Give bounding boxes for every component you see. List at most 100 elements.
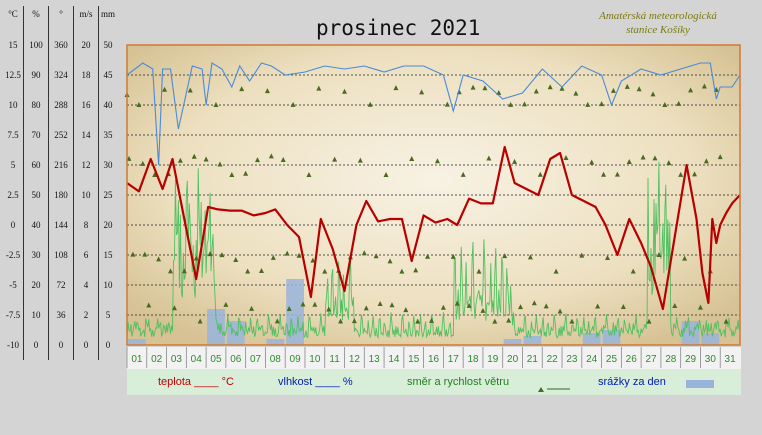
tick-label: 10 [31,310,41,320]
tick-label: 36 [56,310,66,320]
tick-label: 10 [81,190,91,200]
day-label: 22 [547,354,559,365]
precip-bar [701,333,720,345]
wind-direction-marker [203,156,209,162]
tick-label: 288 [54,100,68,110]
wind-direction-marker [383,171,389,177]
wind-direction-marker [367,101,373,107]
tick-label: 360 [54,40,68,50]
day-label: 20 [507,354,519,365]
temperature-unit: °C [8,9,18,19]
wind-direction-marker [512,158,518,164]
wind-direction-marker [387,258,393,264]
wind-direction-marker [310,257,316,263]
wind-direction-marker [470,84,476,90]
day-label: 12 [349,354,361,365]
wind-direction-marker [280,157,286,163]
day-label: 29 [685,354,697,365]
wind-direction-marker [197,318,203,324]
wind-direction-marker [264,88,270,94]
day-label: 11 [329,354,340,365]
wind-direction-marker [361,250,367,256]
wind-direction-marker [312,301,318,307]
wind-direction-marker [569,318,575,324]
wind-direction-marker [399,268,405,274]
wind-direction-marker [701,83,707,89]
wind-direction-marker [229,171,235,177]
wind-direction-marker [652,155,658,161]
tick-label: 20 [81,40,91,50]
wind-direction-marker [415,318,421,324]
wind-direction-marker [482,85,488,91]
tick-label: 14 [81,130,91,140]
wind-direction-marker [640,154,646,160]
day-label: 16 [428,354,440,365]
wind-direction-marker [553,268,559,274]
wind-direction-marker [579,252,585,258]
wind-direction-marker [440,304,446,310]
wind-direction-marker [703,158,709,164]
precip-bar [286,279,304,345]
wind-direction-marker [480,307,486,313]
wind-direction-marker [610,87,616,93]
day-label: 03 [171,354,183,365]
axis-separator [48,6,49,360]
wind-direction-marker [518,304,524,310]
tick-label: 0 [10,220,16,230]
direction-axis: ° 360 324 288 252 216 180 144 108 72 36 0 [49,0,73,360]
wind-direction-marker [492,318,498,324]
day-label: 18 [467,354,479,365]
tick-label: 180 [54,190,68,200]
wind-direction-marker [258,267,264,273]
tick-label: 216 [54,160,68,170]
tick-label: 20 [103,220,113,230]
tick-label: 5 [105,310,111,320]
wind-direction-marker [454,300,460,306]
legend-temperature: teplota ____ °C [158,376,234,388]
wind-direction-marker [692,171,698,177]
day-label: 19 [487,354,499,365]
tick-label: 40 [103,100,113,110]
tick-label: 0 [33,340,39,350]
tick-label: 18 [81,70,91,80]
tick-label: 10 [103,280,113,290]
tick-label: 252 [54,130,68,140]
wind-direction-marker [284,250,290,256]
day-label: 06 [230,354,242,365]
tick-label: 70 [31,130,41,140]
tick-label: 10 [8,100,18,110]
temperature-line [126,145,741,311]
tick-label: 6 [83,250,89,260]
wind-direction-marker [678,171,684,177]
wind-direction-marker [351,318,357,324]
wind-direction-marker [357,157,363,163]
tick-label: 90 [31,70,41,80]
wind-direction-marker [624,83,630,89]
speed-axis: m/s 20 18 16 14 12 10 8 6 4 2 0 [74,0,98,360]
wind-direction-marker [531,300,537,306]
precip-bar [602,330,621,345]
wind-direction-marker [666,160,672,166]
tick-label: 12.5 [5,70,21,80]
wind-direction-marker [217,161,223,167]
tick-label: 50 [31,190,41,200]
wind-direction-marker [286,306,292,312]
tick-label: 50 [103,40,113,50]
axis-separator [98,6,99,360]
wind-direction-marker [626,159,632,165]
day-label: 27 [645,354,657,365]
tick-label: 4 [83,280,89,290]
tick-label: 0 [105,340,111,350]
wind-direction-marker [171,305,177,311]
wind-direction-marker [130,251,136,257]
tick-label: 2.5 [7,190,19,200]
day-label: 30 [705,354,717,365]
plot-background [127,45,740,345]
plot-frame [126,44,741,346]
wind-direction-marker [389,302,395,308]
wind-direction-marker [223,301,229,307]
wind-direction-marker [296,252,302,258]
precip-bar [226,321,245,345]
